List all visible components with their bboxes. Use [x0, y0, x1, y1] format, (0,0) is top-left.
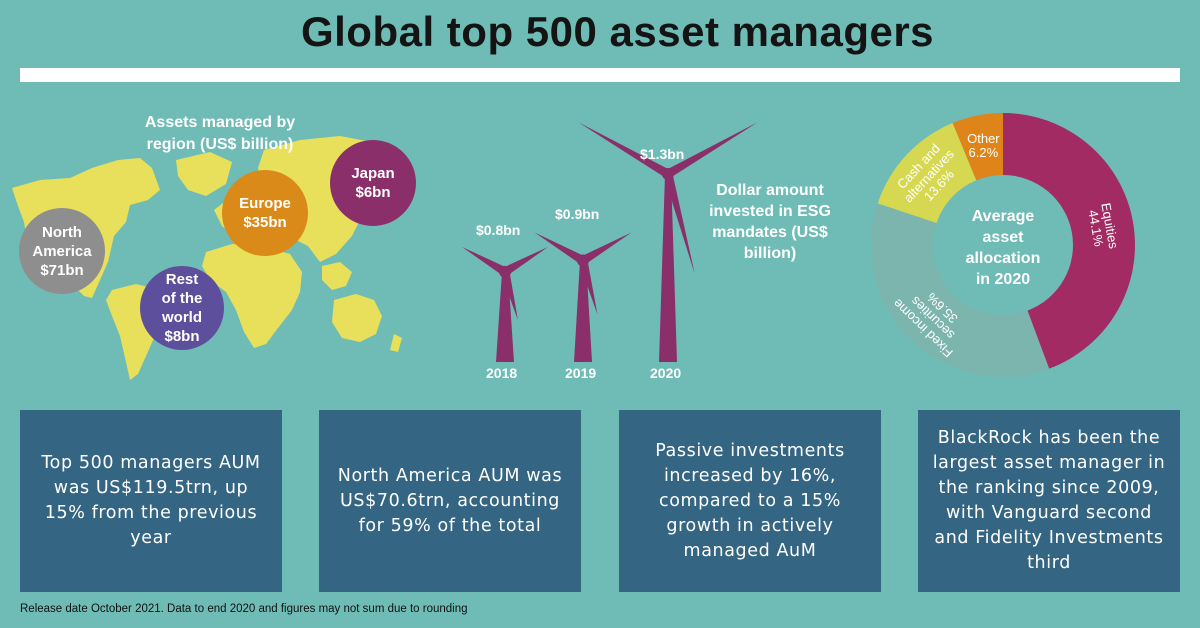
donut-slice-equities: [1003, 113, 1135, 369]
bubble-japan: Japan $6bn: [330, 140, 416, 226]
turbine-2020: [578, 122, 758, 362]
donut-center-label: Average asset allocation in 2020: [966, 208, 1041, 288]
rest-of-world-label-1: Rest: [165, 271, 199, 288]
fact-box-blackrock: BlackRock has been the largest asset man…: [918, 410, 1180, 592]
map-southeast-asia: [322, 262, 352, 290]
europe-value: $35bn: [243, 214, 287, 231]
donut-slice-other: [952, 113, 1003, 181]
turbine-2019-year: 2019: [565, 365, 597, 381]
rest-of-world-label-3: world: [161, 309, 202, 326]
turbine-2018-value: $0.8bn: [476, 222, 521, 238]
map-australia: [332, 294, 382, 342]
map-africa: [202, 244, 302, 348]
turbine-hub: [577, 254, 589, 267]
turbine-blade: [534, 232, 586, 265]
bubble-europe: Europe $35bn: [222, 170, 308, 256]
fact-box-passive-text: Passive investments increased by 16%, co…: [655, 440, 845, 561]
turbine-2018: [462, 246, 548, 362]
japan-label: Japan: [351, 165, 395, 182]
north-america-label-1: North: [41, 223, 82, 241]
allocation-donut: Equities44.1%Fixed incomesecurities35.6%…: [871, 113, 1135, 377]
donut-label-4: Other 6.2%: [967, 131, 1000, 160]
turbine-blade: [462, 246, 508, 276]
north-america-value: $71bn: [40, 261, 84, 279]
fact-box-aum-text: Top 500 managers AUM was US$119.5trn, up…: [41, 453, 261, 548]
donut-label-1: Equities44.1%: [1085, 202, 1122, 253]
turbine-2020-value: $1.3bn: [640, 146, 685, 162]
donut-slice-fixed-income-securities: [871, 203, 1050, 377]
turbine-2018-year: 2018: [486, 365, 518, 381]
fact-box-north-america: North America AUM was US$70.6trn, accoun…: [319, 410, 581, 592]
esg-turbines: [462, 122, 758, 362]
donut-slice-cash-and-alternatives: [877, 122, 977, 223]
europe-label: Europe: [239, 195, 291, 212]
fact-box-aum: Top 500 managers AUM was US$119.5trn, up…: [20, 410, 282, 592]
esg-title: Dollar amount invested in ESG mandates (…: [709, 182, 831, 262]
turbine-tower: [659, 174, 677, 362]
turbine-hub: [499, 265, 511, 278]
turbine-2019: [534, 232, 632, 362]
turbine-2019-value: $0.9bn: [555, 206, 600, 222]
turbine-2020-year: 2020: [650, 365, 682, 381]
map-greenland: [176, 152, 232, 196]
title-divider: [20, 68, 1180, 82]
rest-of-world-value: $8bn: [164, 328, 200, 345]
turbine-hub: [662, 168, 674, 180]
turbine-blade: [663, 172, 695, 274]
map-title: Assets managed by region (US$ billion): [144, 114, 296, 153]
fact-box-passive: Passive investments increased by 16%, co…: [619, 410, 881, 592]
turbine-blade: [665, 122, 758, 178]
fact-box-north-america-text: North America AUM was US$70.6trn, accoun…: [337, 465, 563, 536]
turbine-blade: [578, 259, 598, 315]
turbine-blade: [502, 246, 548, 276]
turbine-blade: [500, 270, 518, 320]
north-america-label-2: America: [32, 242, 92, 260]
fact-box-blackrock-text: BlackRock has been the largest asset man…: [932, 428, 1166, 573]
japan-value: $6bn: [355, 184, 391, 201]
footnote: Release date October 2021. Data to end 2…: [20, 603, 468, 615]
page-title: Global top 500 asset managers: [300, 8, 935, 55]
bubble-north-america: North America $71bn: [19, 208, 105, 294]
rest-of-world-label-2: of the: [161, 290, 203, 307]
turbine-blade: [578, 122, 671, 178]
turbine-blade: [580, 232, 632, 265]
bubble-rest-of-world: Rest of the world $8bn: [140, 266, 224, 350]
map-new-zealand: [390, 334, 402, 352]
